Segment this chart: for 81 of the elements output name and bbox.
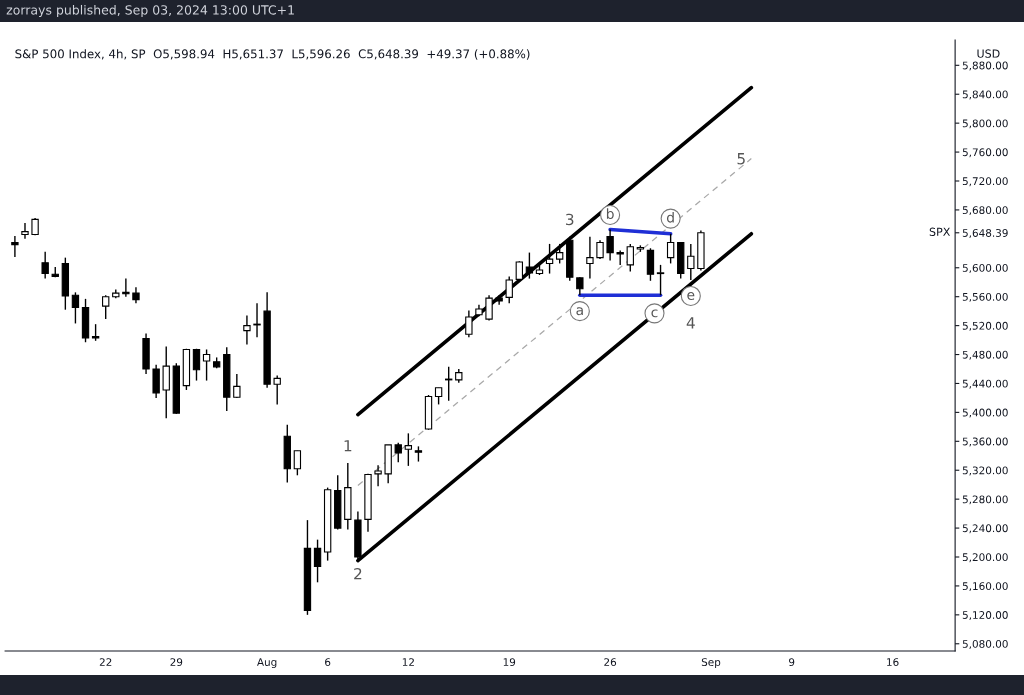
chart-subtitle: zorrays published, Sep 03, 2024 13:00 UTC+1 (6, 4, 294, 18)
annotation: 2 (354, 567, 362, 580)
annotation: d (666, 211, 674, 223)
candlestick (21, 222, 29, 240)
y-tick-label: 5,520.00 (962, 321, 1008, 331)
candlestick (445, 366, 453, 402)
x-tick-label: 29 (170, 658, 183, 667)
annotation: c (651, 309, 658, 318)
y-tick-label: 5,720.00 (962, 177, 1008, 187)
y-tick-label: 5,800.00 (962, 119, 1008, 129)
x-tick-label: 22 (99, 658, 112, 666)
y-tick-label: 5,400.00 (962, 408, 1008, 418)
candlestick (646, 247, 655, 282)
y-tick-label: 5,480.00 (962, 350, 1008, 360)
candlestick (192, 348, 201, 382)
candlestick (162, 345, 170, 419)
annotation: 3 (566, 213, 574, 226)
candlestick (71, 291, 80, 325)
y-tick-label: 5,080.00 (962, 640, 1008, 649)
candlestick (515, 260, 523, 281)
candlestick (293, 450, 302, 476)
candlestick (394, 442, 402, 463)
candlestick (202, 348, 211, 382)
y-tick-label: 5,440.00 (962, 379, 1008, 389)
candlestick (152, 363, 160, 399)
y-tick-label: 5,880.00 (962, 61, 1008, 71)
y-tick-label: 5,760.00 (962, 148, 1008, 158)
candlestick (41, 251, 49, 280)
y-tick-label: 5,680.00 (962, 206, 1008, 216)
x-tick-label: 12 (402, 658, 414, 666)
annotation: b (606, 208, 614, 220)
y-tick-label: 5,840.00 (962, 90, 1008, 100)
y-tick-label: 5,200.00 (962, 553, 1008, 563)
text: USD (977, 49, 1000, 58)
candlestick (555, 243, 564, 265)
annotation: 1 (344, 440, 352, 452)
x-tick-label: Aug (257, 658, 277, 669)
candlestick (626, 243, 634, 273)
candlestick (313, 538, 322, 584)
y-tick-label: 5,120.00 (962, 611, 1008, 621)
y-tick-label: 5,160.00 (962, 582, 1008, 592)
candlestick (545, 243, 554, 275)
candlestick (576, 276, 584, 296)
text: S&P 500 Index, 4h, SP O5,598.94 H5,651.37 L5,596.26 C5,648.39 +49.37 (+0.88%) (15, 49, 530, 60)
candlestick (233, 373, 241, 399)
x-tick-label: 26 (604, 658, 617, 667)
annotation: a (576, 307, 583, 316)
x-tick-label: 6 (325, 658, 331, 667)
candlestick (253, 302, 261, 338)
annotation: SPX (929, 227, 951, 236)
y-tick-label: 5,600.00 (962, 264, 1008, 273)
candlestick (687, 243, 695, 281)
candlestick (374, 464, 382, 487)
x-tick-label: Sep (701, 658, 721, 669)
candlestick (485, 294, 493, 322)
annotation: 5 (737, 153, 745, 165)
candlestick (465, 309, 473, 338)
y-tick-label: 5,240.00 (962, 524, 1008, 534)
candlestick (243, 314, 251, 346)
y-tick-label: 5,280.00 (962, 495, 1008, 505)
candlestick (606, 228, 614, 262)
x-tick-label: 9 (789, 658, 795, 667)
candlestick (273, 374, 281, 406)
x-tick-label: 19 (503, 658, 516, 667)
candlestick (11, 235, 19, 258)
candlestick (586, 235, 594, 280)
candlestick (596, 239, 604, 260)
candlestick (656, 264, 665, 296)
candlestick (616, 249, 624, 266)
candlestick (666, 233, 675, 265)
candlestick (404, 432, 413, 467)
candlestick (102, 294, 110, 320)
y-tick-label: 5,360.00 (962, 437, 1008, 447)
y-tick-label: 5,560.00 (962, 292, 1008, 302)
y-tick-label: 5,648.39 (962, 229, 1008, 238)
annotation: 4 (686, 317, 695, 329)
x-tick-label: 16 (887, 658, 899, 667)
candlestick (505, 275, 513, 304)
y-tick-label: 5,320.00 (962, 466, 1008, 476)
candlestick (525, 251, 534, 280)
annotation: e (687, 292, 695, 300)
